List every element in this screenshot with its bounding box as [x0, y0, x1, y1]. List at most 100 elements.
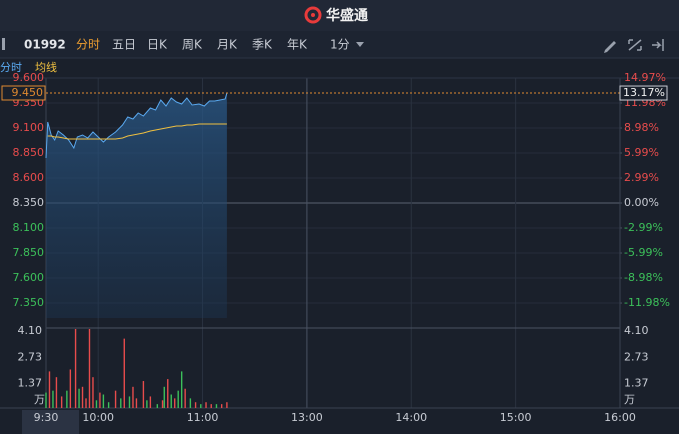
y-tick-label: 7.850	[13, 246, 45, 259]
range-slider[interactable]	[22, 410, 79, 434]
volume-bar	[146, 400, 148, 408]
x-tick-label: 13:00	[291, 411, 323, 424]
tab[interactable]: 周K	[182, 38, 203, 52]
volume-bar	[95, 400, 98, 408]
tab[interactable]: 日K	[147, 38, 168, 52]
logo-icon-dot	[311, 13, 315, 17]
volume-bar	[48, 371, 51, 408]
volume-bar	[88, 329, 91, 408]
volume-tick-label: 4.10	[18, 324, 43, 337]
volume-bar	[99, 392, 101, 408]
interval-select[interactable]: 1分	[330, 38, 350, 52]
volume-tick-label-right: 1.37	[624, 377, 649, 390]
volume-tick-label: 1.37	[18, 377, 43, 390]
legend-entry: 均线	[35, 60, 57, 74]
volume-bar	[60, 396, 63, 408]
price-area	[46, 93, 227, 318]
dropdown-arrow[interactable]	[356, 42, 364, 47]
volume-bar	[167, 379, 169, 408]
tab[interactable]: 月K	[217, 38, 238, 52]
tab[interactable]: 季K	[252, 38, 273, 52]
y-tick-label: 9.600	[13, 71, 45, 84]
volume-bar	[215, 404, 218, 408]
volume-bar	[200, 404, 202, 408]
x-tick-label: 10:00	[82, 411, 114, 424]
y2-tick-label: -2.99%	[624, 221, 663, 234]
volume-unit: 万	[34, 393, 45, 406]
tab[interactable]: 分时	[76, 38, 100, 52]
y2-tick-label: 14.97%	[624, 71, 666, 84]
last-price-label: 9.450	[12, 86, 44, 99]
volume-bar	[194, 402, 197, 408]
y-tick-label: 8.600	[13, 171, 45, 184]
volume-bar	[226, 402, 228, 408]
toolbar-items: 01992 1分 分时 五日 日K 周K 月K 季K 年K	[24, 38, 364, 52]
volume-bar	[149, 396, 152, 408]
y2-tick-label: -8.98%	[624, 271, 663, 284]
volume-bar	[92, 377, 94, 408]
volume-bar	[102, 394, 105, 408]
x-tick-label: 11:00	[187, 411, 219, 424]
legend-entry: 分时	[0, 61, 22, 74]
volume-bar	[123, 338, 125, 408]
x-tick-label: 9:30	[34, 411, 59, 424]
volume-bar	[107, 402, 110, 408]
fullscreen-icon[interactable]	[628, 39, 642, 51]
expand-icon[interactable]	[652, 39, 664, 51]
volume-bar	[85, 398, 87, 408]
volume-bar	[189, 398, 192, 408]
last-price-box	[1, 85, 46, 101]
last-change-box	[619, 85, 668, 101]
toolbar	[0, 31, 679, 58]
y-tick-label: 9.100	[13, 121, 45, 134]
y2-tick-label: -11.98%	[624, 296, 670, 309]
y-tick-label: 8.850	[13, 146, 45, 159]
volume-bar	[135, 398, 138, 408]
y2-tick-label: 0.00%	[624, 196, 659, 209]
volume-bar	[69, 369, 72, 408]
volume-bar	[114, 390, 117, 408]
price-line	[45, 92, 228, 159]
y-tick-label: 8.350	[13, 196, 45, 209]
volume-bar	[120, 398, 122, 408]
volume-tick-label-right: 2.73	[624, 350, 649, 363]
toolbar-icons	[604, 39, 664, 53]
tab[interactable]: 五日	[112, 38, 136, 52]
volume-bar	[156, 404, 159, 408]
volume-bar	[142, 381, 145, 408]
y2-tick-label: 5.99%	[624, 146, 659, 159]
volume-bar	[74, 329, 77, 408]
volume-bar	[180, 371, 183, 408]
y-tick-label: 7.350	[13, 296, 45, 309]
logo-text: 华盛通	[326, 7, 368, 24]
volume-unit-right: 万	[624, 393, 635, 406]
volume-bar	[177, 390, 179, 408]
volume-bar	[163, 386, 165, 408]
volume-bar	[66, 390, 68, 408]
draw-icon[interactable]	[604, 41, 616, 53]
volume-bar	[132, 386, 134, 408]
volume-bar	[128, 396, 131, 408]
top-bar	[0, 0, 679, 31]
volume-bar	[174, 398, 176, 408]
x-tick-label: 16:00	[604, 411, 636, 424]
y2-tick-label: -5.99%	[624, 246, 663, 259]
volume-bar	[184, 388, 186, 408]
logo-icon	[304, 6, 322, 24]
volume-tick-label-right: 4.10	[624, 324, 649, 337]
tab[interactable]: 年K	[287, 38, 308, 52]
average-line	[47, 123, 227, 140]
logo: 华盛通	[304, 6, 368, 24]
collapse-icon[interactable]	[2, 38, 5, 50]
volume-bar	[210, 404, 212, 408]
x-tick-label: 14:00	[395, 411, 427, 424]
y-tick-label: 8.100	[13, 221, 45, 234]
plot	[0, 77, 679, 409]
volume-bar	[45, 392, 47, 408]
y2-tick-label: 8.98%	[624, 121, 659, 134]
volume-bar	[170, 394, 172, 408]
volume-bar	[81, 386, 84, 408]
volume-bar	[205, 402, 207, 408]
volume-bar	[161, 400, 164, 408]
